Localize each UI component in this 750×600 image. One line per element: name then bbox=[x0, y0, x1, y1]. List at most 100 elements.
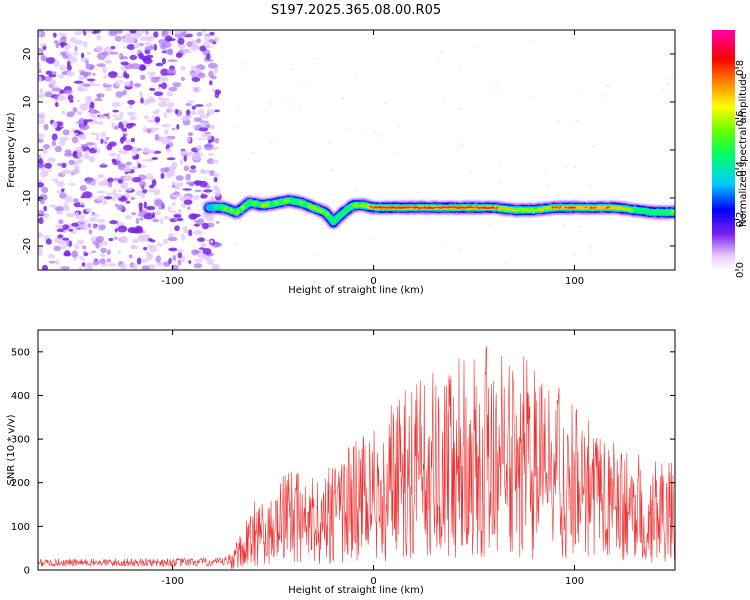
noise-blob bbox=[114, 193, 123, 199]
noise-blob bbox=[81, 262, 86, 267]
noise-blob bbox=[72, 107, 78, 113]
noise-blob bbox=[206, 108, 215, 115]
noise-blob bbox=[55, 42, 60, 49]
noise-blob bbox=[107, 177, 114, 183]
noise-blob bbox=[125, 123, 133, 129]
noise-blob bbox=[182, 188, 192, 191]
noise-blob bbox=[38, 232, 44, 238]
noise-dot bbox=[239, 219, 243, 222]
noise-blob bbox=[180, 65, 186, 71]
noise-blob bbox=[185, 173, 191, 181]
noise-blob bbox=[39, 88, 44, 94]
noise-blob bbox=[153, 127, 160, 131]
noise-blob bbox=[129, 115, 137, 120]
noise-blob bbox=[177, 252, 183, 259]
noise-blob bbox=[100, 131, 106, 138]
noise-blob bbox=[156, 262, 166, 267]
noise-blob bbox=[38, 30, 42, 36]
noise-blob bbox=[193, 194, 200, 201]
noise-dot bbox=[473, 44, 477, 46]
noise-blob bbox=[189, 182, 195, 187]
noise-blob bbox=[90, 180, 96, 187]
noise-blob bbox=[52, 32, 57, 38]
noise-blob bbox=[158, 206, 163, 210]
snr-plot-area bbox=[38, 330, 675, 570]
y-tick-label: 400 bbox=[11, 391, 30, 402]
noise-blob bbox=[200, 169, 207, 173]
noise-blob bbox=[200, 119, 209, 128]
noise-blob bbox=[38, 119, 45, 125]
noise-blob bbox=[130, 196, 135, 201]
noise-dot bbox=[459, 247, 463, 250]
noise-blob bbox=[47, 254, 56, 259]
noise-blob bbox=[188, 260, 192, 264]
noise-blob bbox=[166, 135, 176, 140]
noise-blob bbox=[49, 204, 56, 208]
noise-blob bbox=[129, 54, 138, 61]
noise-blob bbox=[38, 75, 43, 83]
noise-blob bbox=[146, 253, 153, 261]
noise-blob bbox=[95, 134, 100, 141]
colorbar-tick-label: 0.4 bbox=[735, 161, 746, 177]
noise-blob bbox=[146, 173, 154, 181]
noise-blob bbox=[206, 258, 215, 265]
noise-dot bbox=[661, 89, 665, 92]
noise-blob bbox=[116, 204, 126, 211]
noise-blob bbox=[166, 107, 172, 114]
noise-blob bbox=[38, 138, 44, 143]
noise-blob bbox=[94, 98, 103, 102]
noise-blob bbox=[107, 258, 111, 263]
noise-blob bbox=[208, 103, 213, 106]
noise-blob bbox=[80, 143, 88, 148]
noise-blob bbox=[147, 244, 154, 249]
noise-dot bbox=[283, 100, 287, 102]
x-tick-label: 0 bbox=[370, 276, 376, 287]
noise-blob bbox=[98, 224, 106, 230]
noise-blob bbox=[125, 187, 133, 192]
noise-blob bbox=[119, 52, 124, 61]
noise-blob bbox=[104, 140, 108, 145]
noise-blob bbox=[89, 101, 95, 109]
noise-blob bbox=[199, 114, 210, 119]
noise-blob bbox=[117, 179, 124, 184]
noise-blob bbox=[160, 137, 170, 145]
noise-blob bbox=[211, 267, 218, 270]
noise-blob bbox=[85, 150, 90, 155]
noise-blob bbox=[59, 42, 68, 46]
noise-blob bbox=[104, 86, 113, 92]
noise-blob bbox=[78, 111, 83, 116]
noise-blob bbox=[183, 155, 187, 162]
noise-blob bbox=[74, 45, 78, 52]
noise-blob bbox=[122, 167, 132, 173]
noise-dot bbox=[293, 100, 296, 103]
noise-blob bbox=[130, 63, 141, 70]
noise-blob bbox=[194, 104, 204, 107]
noise-blob bbox=[161, 123, 171, 128]
noise-blob bbox=[121, 127, 128, 132]
noise-blob bbox=[196, 144, 203, 152]
noise-blob bbox=[199, 45, 207, 52]
noise-blob bbox=[202, 248, 212, 255]
noise-blob bbox=[141, 258, 149, 263]
noise-blob bbox=[170, 210, 177, 214]
noise-blob bbox=[59, 65, 67, 71]
noise-blob bbox=[198, 72, 206, 79]
noise-blob bbox=[167, 101, 175, 108]
noise-blob bbox=[140, 30, 146, 34]
noise-blob bbox=[186, 109, 191, 116]
noise-blob bbox=[77, 256, 84, 259]
noise-blob bbox=[160, 172, 165, 179]
noise-blob bbox=[81, 258, 86, 261]
noise-blob bbox=[187, 132, 193, 137]
noise-blob bbox=[177, 217, 184, 222]
noise-blob bbox=[69, 99, 74, 103]
noise-blob bbox=[53, 245, 61, 252]
y-tick-label: 200 bbox=[11, 478, 30, 489]
noise-blob bbox=[64, 195, 74, 203]
noise-blob bbox=[79, 201, 85, 206]
colorbar: 0.0 0.2 0.4 0.6 0.8 Normalized spectral ampl… bbox=[712, 30, 749, 278]
noise-blob bbox=[153, 188, 161, 196]
noise-blob bbox=[192, 42, 198, 49]
noise-blob bbox=[142, 126, 148, 133]
y-tick-label: 20 bbox=[22, 48, 33, 61]
